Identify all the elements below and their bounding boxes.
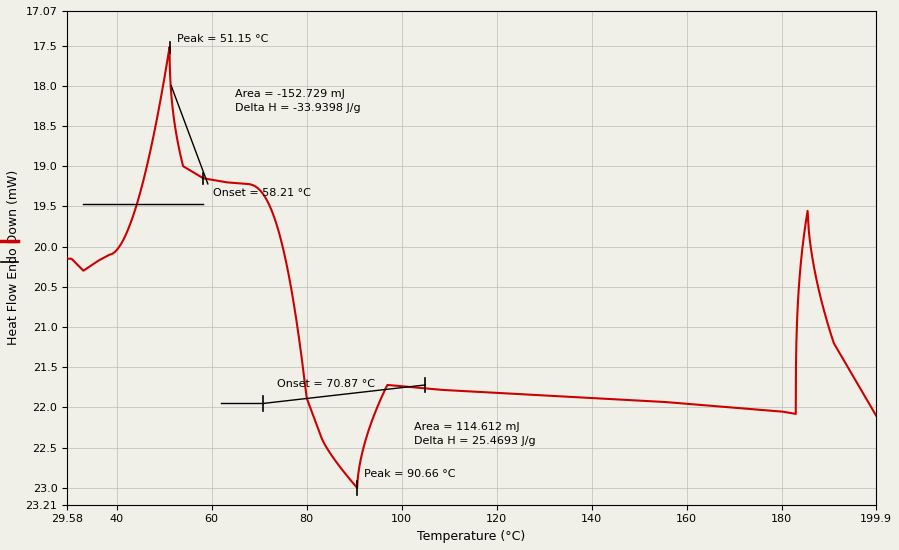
Text: Onset = 58.21 °C: Onset = 58.21 °C	[212, 188, 310, 198]
Text: Peak = 51.15 °C: Peak = 51.15 °C	[177, 34, 268, 43]
Legend: , : ,	[1, 235, 21, 270]
Text: Onset = 70.87 °C: Onset = 70.87 °C	[278, 379, 376, 389]
Text: Peak = 90.66 °C: Peak = 90.66 °C	[364, 470, 456, 480]
Y-axis label: Heat Flow Endo Down (mW): Heat Flow Endo Down (mW)	[7, 170, 20, 345]
Text: Area = -152.729 mJ
Delta H = -33.9398 J/g: Area = -152.729 mJ Delta H = -33.9398 J/…	[236, 90, 361, 113]
Text: Area = 114.612 mJ
Delta H = 25.4693 J/g: Area = 114.612 mJ Delta H = 25.4693 J/g	[414, 422, 536, 446]
X-axis label: Temperature (°C): Temperature (°C)	[417, 530, 526, 543]
